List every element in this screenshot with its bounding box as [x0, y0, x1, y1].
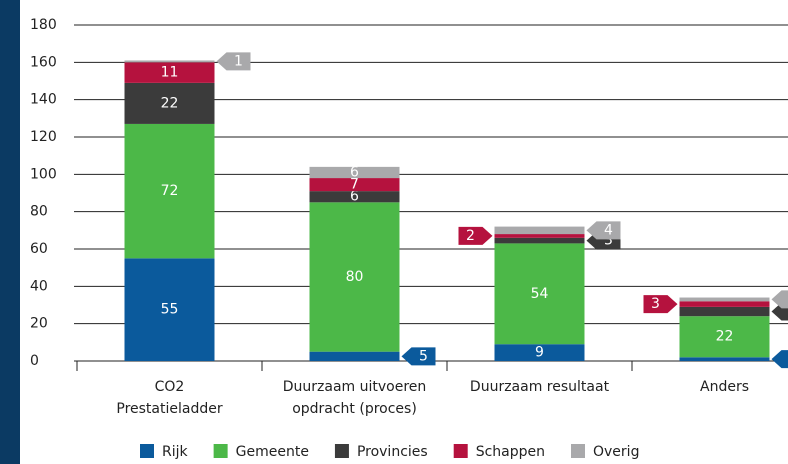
legend-swatch: [453, 444, 468, 458]
data-label: 22: [716, 329, 734, 345]
data-label: 55: [161, 302, 179, 318]
y-tick-label: 100: [30, 166, 57, 182]
bar-segment: [309, 202, 400, 352]
legend-label: Rijk: [162, 444, 189, 460]
bar-segment: [494, 243, 585, 345]
callout: [771, 350, 788, 369]
legend-swatch: [571, 444, 585, 458]
callout: [586, 221, 621, 240]
data-label: 80: [346, 269, 364, 285]
y-tick-label: 0: [30, 353, 39, 369]
x-tick-label: Duurzaam resultaat: [470, 379, 610, 395]
data-label: 4: [604, 222, 613, 238]
callout: [771, 290, 788, 309]
x-tick-label: Duurzaam uitvoeren opdracht (proces): [283, 379, 427, 417]
y-tick-label: 120: [30, 129, 57, 145]
bar-segment: [494, 234, 585, 238]
data-label: 2: [466, 228, 475, 244]
y-tick-label: 180: [30, 17, 57, 33]
y-tick-label: 80: [30, 204, 48, 220]
data-label: 7: [350, 177, 359, 193]
y-tick-label: 40: [30, 278, 48, 294]
y-tick-label: 20: [30, 316, 48, 332]
x-tick-label: CO2 Prestatieladder: [116, 379, 222, 417]
bar-segment: [309, 166, 400, 179]
data-label: 22: [161, 95, 179, 111]
callout: [216, 52, 251, 71]
bar-segment: [124, 82, 215, 124]
bar-segment: [679, 306, 770, 317]
legend-swatch: [334, 444, 349, 458]
y-tick-label: 140: [30, 92, 57, 108]
x-tick-label: Anders: [700, 379, 749, 395]
callout: [643, 295, 678, 314]
legend-label: Overig: [593, 444, 639, 460]
bar-segment: [309, 191, 400, 203]
data-label: 6: [350, 189, 359, 205]
bar-segment: [124, 123, 215, 259]
data-label: 3: [604, 233, 613, 249]
data-label: 11: [161, 65, 179, 81]
bar-segment: [494, 237, 585, 244]
legend-label: Provincies: [357, 444, 428, 460]
legend-swatch: [140, 444, 154, 458]
data-label: 54: [531, 286, 549, 302]
bar-segment: [124, 62, 215, 83]
data-label: 9: [535, 345, 544, 361]
bar-segment: [124, 258, 215, 361]
bar-segment: [679, 316, 770, 358]
bar-segment: [679, 357, 770, 361]
bar-segment: [494, 344, 585, 361]
y-tick-label: 60: [30, 241, 48, 257]
bar-segment: [494, 226, 585, 235]
legend-label: Schappen: [476, 444, 545, 460]
data-label: 72: [161, 183, 179, 199]
data-label: 1: [234, 53, 243, 69]
callout: [458, 226, 493, 245]
legend-label: Gemeente: [236, 444, 309, 460]
bar-segment: [679, 301, 770, 307]
callout: [401, 347, 436, 366]
bar-segment: [679, 297, 770, 302]
y-tick-label: 160: [30, 54, 57, 70]
data-label: 3: [651, 296, 660, 312]
data-label: 5: [419, 348, 428, 364]
data-label: 6: [350, 164, 359, 180]
bar-segment: [124, 60, 215, 63]
legend-swatch: [213, 444, 228, 458]
side-strip: [0, 0, 20, 464]
bar-segment: [309, 351, 400, 361]
bar-segment: [309, 178, 400, 192]
